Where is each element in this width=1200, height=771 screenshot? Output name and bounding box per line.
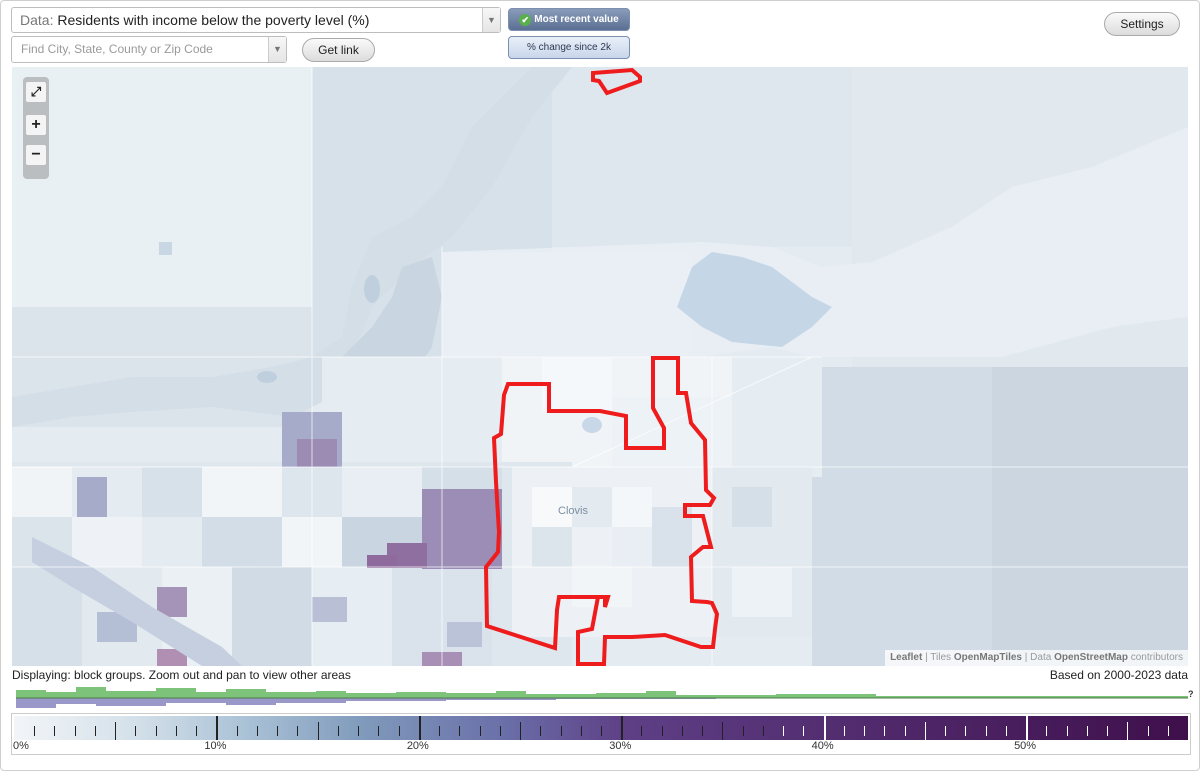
legend-tick-label: 50% [1014,740,1037,752]
legend-minor-tick [34,726,36,736]
legend-minor-tick [317,722,319,740]
legend-minor-tick [1005,726,1007,736]
zoom-out-button[interactable]: − [26,145,46,165]
legend-minor-tick [560,726,562,736]
legend-minor-tick [236,726,238,736]
legend-minor-tick [1086,726,1088,736]
attribution-tiles-link[interactable]: OpenMapTiles [953,652,1022,663]
most-recent-value-label: Most recent value [534,14,619,25]
legend-minor-tick [479,726,481,736]
map-viewport[interactable]: ⤢ + − Clovis Leaflet | Tiles OpenMapTile… [12,67,1188,666]
attribution-data-prefix: Data [1030,652,1052,663]
distribution-histogram [16,687,1188,708]
legend-minor-tick [945,726,947,736]
data-variable-select[interactable]: Data: Residents with income below the po… [11,7,501,33]
legend-minor-tick [661,726,663,736]
legend-minor-tick [985,726,987,736]
legend-minor-tick [1066,726,1068,736]
legend-minor-tick [803,726,805,736]
location-search-placeholder: Find City, State, County or Zip Code [21,42,213,56]
legend-major-tick [621,716,624,740]
legend-minor-tick [74,726,76,736]
percent-change-button[interactable]: % change since 2k [508,36,630,59]
legend-minor-tick [459,726,461,736]
legend-minor-tick [398,726,400,736]
legend-minor-tick [520,722,522,740]
legend-tick-label: 30% [609,740,632,752]
legend-minor-tick [378,726,380,736]
legend-minor-tick [601,726,602,736]
chevron-down-icon[interactable]: ▼ [268,37,286,62]
legend-minor-tick [540,726,542,736]
unknown-value-mark: ? [1188,689,1194,699]
data-select-value: Residents with income below the poverty … [57,12,370,28]
data-select-prefix: Data: [20,12,54,28]
legend-minor-tick [135,726,137,736]
location-search-input[interactable]: Find City, State, County or Zip Code ▼ [11,36,287,63]
legend-minor-tick [762,726,764,736]
fit-bounds-icon[interactable]: ⤢ [26,82,46,102]
legend-minor-tick [115,722,117,740]
legend-minor-tick [439,726,441,736]
most-recent-value-button[interactable]: ✔ Most recent value [508,8,630,31]
legend-minor-tick [641,726,643,736]
map-attribution: Leaflet | Tiles OpenMapTiles | Data Open… [885,650,1188,666]
legend-major-tick [216,716,219,740]
legend-minor-tick [196,726,198,736]
attribution-leaflet-link[interactable]: Leaflet [890,652,923,663]
legend-minor-tick [1127,722,1129,740]
legend-minor-tick [681,726,683,736]
legend-minor-tick [924,722,926,740]
zoom-in-button[interactable]: + [26,115,46,135]
attribution-osm-link[interactable]: OpenStreetMap [1054,652,1128,663]
legend-minor-tick [175,726,177,736]
legend-minor-tick [843,726,845,736]
display-level-note: Displaying: block groups. Zoom out and p… [12,668,351,682]
legend-minor-tick [54,726,56,736]
legend-tick-label: 20% [406,740,429,752]
legend-minor-tick [277,726,279,736]
legend-minor-tick [256,726,258,736]
legend-minor-tick [1167,726,1169,736]
place-label: Clovis [558,505,588,517]
attribution-suffix: contributors [1130,652,1183,663]
checkmark-icon: ✔ [519,14,532,26]
legend-minor-tick [783,726,785,736]
legend-major-tick [823,716,826,740]
legend-minor-tick [155,726,157,736]
chevron-down-icon[interactable]: ▼ [482,8,500,32]
legend-minor-tick [965,726,967,736]
legend-tick-label: 0% [13,740,29,752]
legend-major-tick [418,716,421,740]
legend-minor-tick [297,726,299,736]
legend-minor-tick [1107,726,1109,736]
legend-minor-tick [499,726,501,736]
legend-minor-tick [864,726,866,736]
settings-button[interactable]: Settings [1104,12,1180,36]
get-link-button[interactable]: Get link [302,38,375,62]
legend-tick-label: 10% [204,740,227,752]
map-tiles [12,67,1188,666]
legend-minor-tick [358,726,360,736]
legend-minor-tick [1046,726,1048,736]
legend-minor-tick [702,726,704,736]
legend-minor-tick [884,726,886,736]
legend-minor-tick [742,726,744,736]
legend-minor-tick [722,722,724,740]
legend-minor-tick [337,726,339,736]
data-range-note: Based on 2000-2023 data [1049,668,1188,682]
legend-minor-tick [904,726,906,736]
color-legend[interactable]: 0% 10% 20% 30% 40% 50% [11,713,1191,755]
zoom-control: ⤢ + − [23,77,49,179]
legend-minor-tick [580,726,582,736]
legend-major-tick [1026,716,1029,740]
legend-minor-tick [1147,726,1149,736]
legend-tick-label: 40% [811,740,834,752]
attribution-tiles-prefix: Tiles [930,652,952,663]
legend-minor-tick [94,726,96,736]
